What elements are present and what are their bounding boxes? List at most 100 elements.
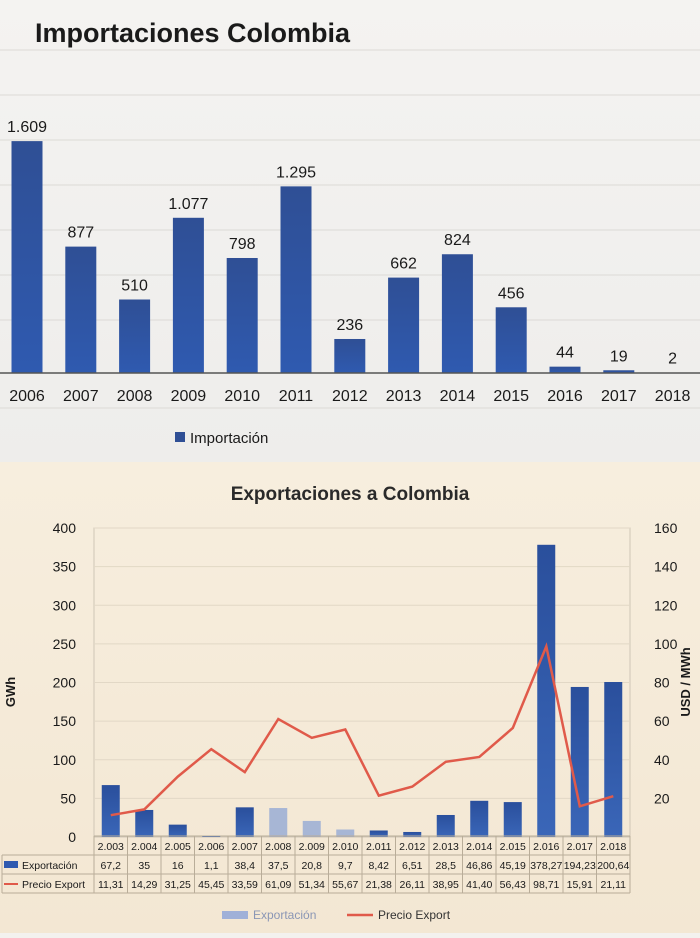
data-label-2008: 510	[121, 278, 148, 295]
x-tick-label-2011: 2011	[279, 388, 314, 405]
table-exportacion-2.012: 6,51	[402, 860, 423, 872]
data-label-2010: 798	[229, 236, 256, 253]
table-precio-2.014: 41,40	[466, 879, 492, 891]
table-precio-2.007: 33,59	[232, 879, 258, 891]
bar-2.015	[503, 802, 522, 837]
y2-tick-label-160: 160	[654, 520, 678, 536]
table-precio-2.004: 14,29	[131, 879, 157, 891]
y2-tick-label-80: 80	[654, 675, 670, 691]
importaciones-panel: Importaciones Colombia 1.609 877 510 1.077 7…	[0, 0, 700, 462]
table-exportacion-2.009: 20,8	[302, 860, 323, 872]
bar-2.007	[235, 807, 254, 837]
bar-2.014	[470, 800, 489, 837]
table-category-2.007: 2.007	[232, 841, 258, 853]
data-label-2007: 877	[67, 225, 94, 242]
bar-2006	[11, 141, 43, 373]
table-category-2.012: 2.012	[399, 841, 425, 853]
x-tick-label-2015: 2015	[493, 388, 529, 405]
table-exportacion-2.006: 1,1	[204, 860, 219, 872]
bar-2.010	[336, 829, 355, 837]
x-tick-label-2017: 2017	[601, 388, 637, 405]
table-exportacion-2.016: 378,27	[530, 860, 562, 872]
bar-2.018	[604, 682, 623, 837]
x-tick-label-2013: 2013	[386, 388, 422, 405]
bar-2.017	[570, 686, 589, 837]
y2-tick-label-60: 60	[654, 713, 670, 729]
x-tick-label-2014: 2014	[440, 388, 476, 405]
y2-tick-label-140: 140	[654, 559, 678, 575]
table-row-label-precio-export: Precio Export	[22, 879, 85, 891]
y-tick-label-50: 50	[60, 790, 76, 806]
y-tick-label-0: 0	[68, 829, 76, 845]
table-precio-2.013: 38,95	[433, 879, 459, 891]
data-label-2012: 236	[336, 317, 363, 334]
table-exportacion-2.014: 46,86	[466, 860, 492, 872]
legend: Importación	[175, 430, 268, 447]
table-category-2.006: 2.006	[198, 841, 224, 853]
data-label-2018: 2	[668, 351, 677, 368]
y-tick-label-350: 350	[53, 559, 77, 575]
table-exportacion-2.003: 67,2	[101, 860, 122, 872]
x-tick-label-2008: 2008	[117, 388, 153, 405]
bar-2.011	[369, 830, 388, 837]
table-precio-2.017: 15,91	[567, 879, 593, 891]
table-precio-2.008: 61,09	[265, 879, 291, 891]
table-category-2.011: 2.011	[366, 841, 392, 853]
background-lines	[0, 49, 700, 409]
legend-label-importacion: Importación	[190, 430, 268, 447]
data-label-2009: 1.077	[168, 196, 208, 213]
y-tick-label-100: 100	[53, 752, 77, 768]
table-row-label-exportacion: Exportación	[22, 860, 78, 872]
y-tick-label-400: 400	[53, 520, 77, 536]
table-category-2.010: 2.010	[332, 841, 358, 853]
y-tick-label-200: 200	[53, 675, 77, 691]
table-exportacion-2.017: 194,23	[564, 860, 596, 872]
y-tick-label-250: 250	[53, 636, 77, 652]
y-axis-label: GWh	[3, 677, 18, 707]
data-label-2013: 662	[390, 256, 417, 273]
y2-tick-label-40: 40	[654, 752, 670, 768]
legend-label-exportacion: Exportación	[253, 908, 316, 922]
x-tick-label-2012: 2012	[332, 388, 368, 405]
bar-2010	[226, 257, 258, 373]
table-exportacion-2.005: 16	[172, 860, 184, 872]
table-precio-2.003: 11,31	[98, 879, 124, 891]
x-axis-labels: 2006 2007 2008 2009 2010 2011 2012 2013 2014 2015…	[9, 388, 690, 405]
y-tick-label-150: 150	[53, 713, 77, 729]
x-tick-label-2010: 2010	[224, 388, 260, 405]
y2-axis-label: USD / MWh	[678, 647, 693, 716]
table-exportacion-2.004: 35	[138, 860, 150, 872]
table-category-2.015: 2.015	[500, 841, 526, 853]
chart-title: Exportaciones a Colombia	[231, 484, 470, 505]
bar-2.012	[403, 831, 422, 837]
table-exportacion-2.010: 9,7	[338, 860, 353, 872]
data-label-2017: 19	[610, 348, 628, 365]
table-precio-2.018: 21,11	[601, 879, 627, 891]
table-category-2.013: 2.013	[433, 841, 459, 853]
table-exportacion-2.008: 37,5	[268, 860, 289, 872]
table-category-2.005: 2.005	[165, 841, 191, 853]
x-tick-label-2016: 2016	[547, 388, 583, 405]
y2-tick-label-20: 20	[654, 790, 670, 806]
table-precio-2.006: 45,45	[198, 879, 224, 891]
y-tick-label-300: 300	[53, 597, 77, 613]
table-precio-2.016: 98,71	[533, 879, 559, 891]
bar-2.004	[135, 809, 154, 837]
bar-2012	[334, 338, 366, 373]
table-category-2.018: 2.018	[600, 841, 626, 853]
bar-2014	[441, 254, 473, 373]
x-tick-label-2018: 2018	[655, 388, 691, 405]
bar-2015	[495, 307, 527, 373]
exportaciones-chart: Exportaciones a Colombia 0 50 100 150 200 250…	[1, 484, 693, 922]
precio-export-line	[110, 642, 614, 817]
bar-2007	[65, 246, 97, 373]
bar-2008	[119, 299, 151, 373]
bar-2.003	[101, 785, 120, 837]
table-category-2.008: 2.008	[265, 841, 291, 853]
bar-2.013	[436, 814, 455, 837]
data-label-2015: 456	[498, 285, 525, 302]
importaciones-chart: Importaciones Colombia 1.609 877 510 1.077 7…	[0, 18, 700, 447]
importaciones-bars: 1.609 877 510 1.077 798 1.295 236 662 824 456 44 19…	[7, 119, 689, 374]
bar-2009	[172, 217, 204, 373]
table-category-2.016: 2.016	[533, 841, 559, 853]
